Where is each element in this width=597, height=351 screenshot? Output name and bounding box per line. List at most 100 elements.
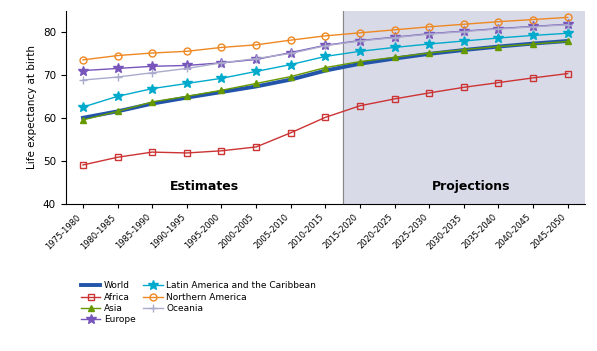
Asia	[530, 42, 537, 46]
Northern America	[356, 31, 364, 35]
Latin America and the Caribbean	[253, 69, 260, 74]
Oceania	[218, 61, 225, 65]
Asia	[564, 39, 571, 44]
Africa	[356, 104, 364, 108]
Asia	[495, 45, 502, 49]
Africa	[183, 151, 190, 155]
Line: Latin America and the Caribbean: Latin America and the Caribbean	[78, 28, 573, 112]
World	[356, 62, 364, 66]
Europe	[495, 26, 502, 31]
Asia	[391, 55, 398, 59]
Europe	[149, 64, 156, 68]
Northern America	[530, 18, 537, 22]
Y-axis label: Life expectancy at birth: Life expectancy at birth	[27, 45, 37, 169]
Legend: World, Africa, Asia, Europe, Latin America and the Caribbean, Northern America, : World, Africa, Asia, Europe, Latin Ameri…	[81, 282, 316, 324]
Latin America and the Caribbean	[391, 45, 398, 49]
Asia	[114, 109, 121, 113]
Latin America and the Caribbean	[79, 105, 87, 109]
Oceania	[391, 35, 398, 40]
World	[114, 109, 121, 113]
Oceania	[495, 27, 502, 31]
Latin America and the Caribbean	[183, 81, 190, 86]
Africa	[460, 85, 467, 90]
Bar	[343, 11, 585, 204]
World	[391, 57, 398, 61]
Latin America and the Caribbean	[426, 42, 433, 46]
Asia	[183, 94, 190, 98]
World	[218, 90, 225, 94]
Northern America	[183, 49, 190, 53]
Northern America	[253, 43, 260, 47]
Northern America	[495, 20, 502, 24]
Africa	[287, 131, 294, 135]
Asia	[218, 88, 225, 92]
Latin America and the Caribbean	[495, 36, 502, 40]
Latin America and the Caribbean	[564, 31, 571, 35]
Northern America	[149, 51, 156, 55]
Northern America	[564, 15, 571, 20]
Text: Estimates: Estimates	[170, 180, 239, 193]
Africa	[495, 80, 502, 85]
World	[426, 52, 433, 56]
Europe	[460, 29, 467, 33]
Oceania	[460, 29, 467, 34]
Text: Projections: Projections	[432, 180, 510, 193]
Europe	[114, 66, 121, 71]
Latin America and the Caribbean	[460, 39, 467, 43]
Latin America and the Caribbean	[322, 54, 329, 59]
Asia	[287, 74, 294, 79]
Africa	[114, 155, 121, 159]
Oceania	[114, 75, 121, 79]
Africa	[253, 145, 260, 149]
World	[183, 95, 190, 100]
Africa	[426, 91, 433, 95]
Europe	[183, 63, 190, 67]
Europe	[391, 35, 398, 39]
Latin America and the Caribbean	[356, 49, 364, 53]
Africa	[391, 97, 398, 101]
Europe	[322, 43, 329, 47]
Oceania	[287, 51, 294, 55]
Europe	[287, 51, 294, 55]
Oceania	[79, 78, 87, 82]
Oceania	[426, 32, 433, 36]
Asia	[426, 51, 433, 55]
World	[564, 39, 571, 43]
Africa	[149, 150, 156, 154]
Oceania	[183, 66, 190, 71]
Northern America	[426, 25, 433, 29]
Europe	[79, 68, 87, 73]
Line: Europe: Europe	[78, 19, 573, 75]
Europe	[253, 57, 260, 61]
Europe	[356, 39, 364, 43]
Europe	[564, 22, 571, 26]
World	[495, 45, 502, 49]
Line: Asia: Asia	[80, 39, 571, 123]
Northern America	[391, 28, 398, 32]
Africa	[322, 115, 329, 119]
Asia	[79, 118, 87, 122]
World	[322, 68, 329, 73]
World	[149, 101, 156, 106]
World	[253, 84, 260, 88]
Europe	[530, 24, 537, 28]
Asia	[253, 81, 260, 86]
Line: Africa: Africa	[80, 71, 571, 168]
Latin America and the Caribbean	[287, 62, 294, 67]
Oceania	[253, 57, 260, 61]
Line: Northern America: Northern America	[79, 14, 571, 63]
Africa	[218, 149, 225, 153]
Oceania	[322, 44, 329, 48]
Latin America and the Caribbean	[218, 76, 225, 80]
Europe	[218, 61, 225, 65]
Latin America and the Caribbean	[530, 33, 537, 38]
World	[79, 116, 87, 120]
World	[287, 78, 294, 82]
Asia	[322, 66, 329, 70]
Line: Oceania: Oceania	[79, 20, 572, 84]
Line: World: World	[83, 41, 568, 118]
Asia	[149, 100, 156, 104]
Asia	[460, 47, 467, 52]
Oceania	[564, 22, 571, 27]
Northern America	[287, 38, 294, 42]
